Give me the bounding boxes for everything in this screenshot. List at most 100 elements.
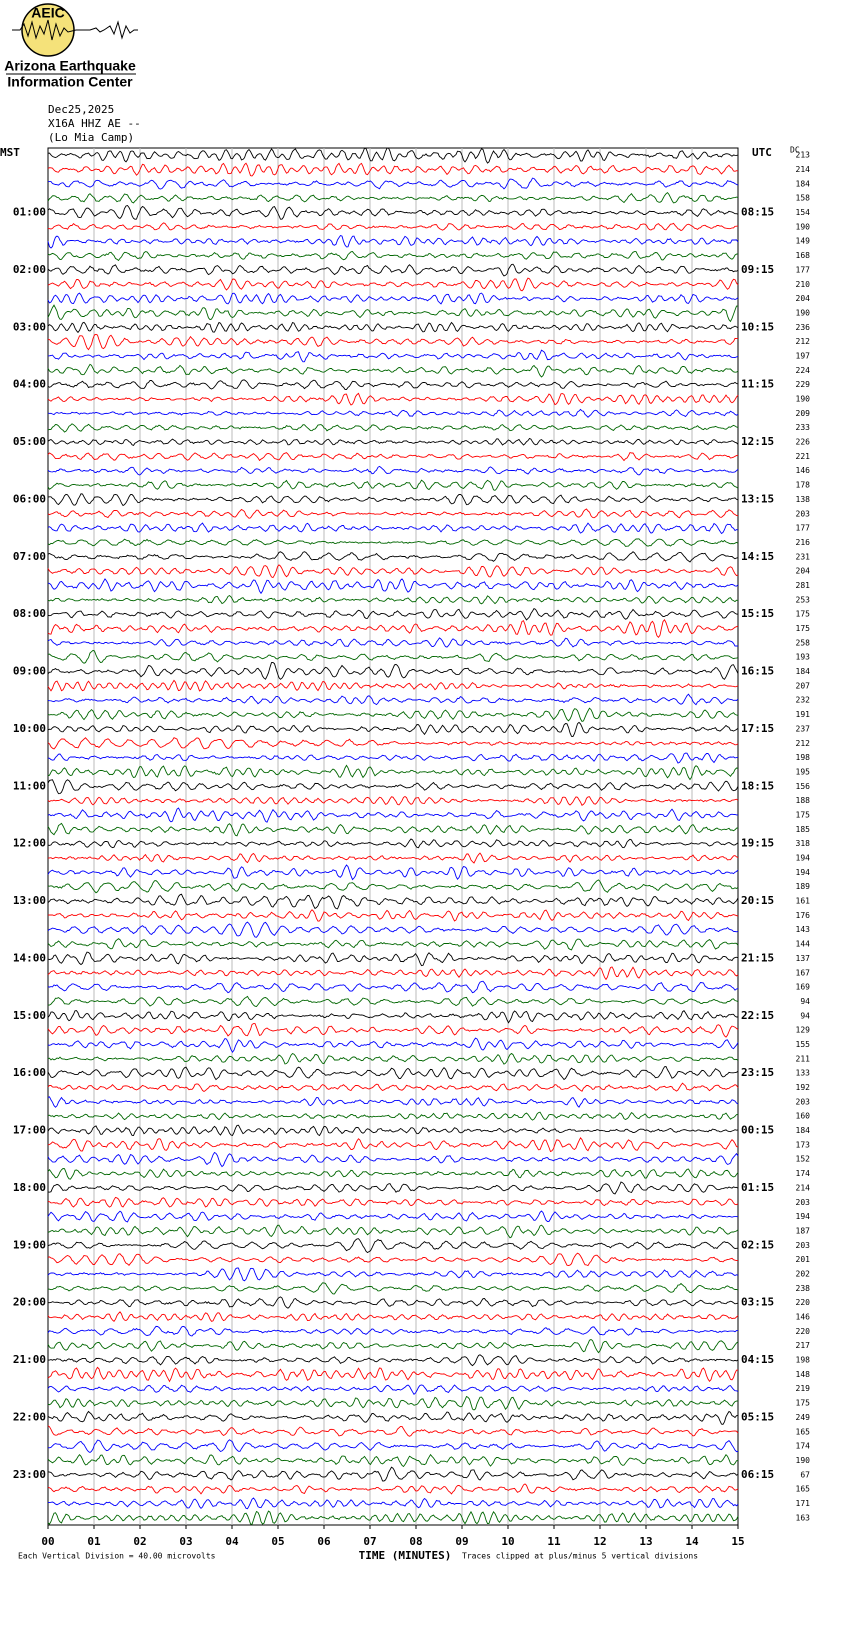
trace	[47, 423, 739, 433]
mst-label: 05:00	[13, 435, 46, 448]
utc-label: 05:15	[741, 1410, 774, 1423]
dc-value: 238	[796, 1284, 811, 1293]
mst-label: 10:00	[13, 722, 46, 735]
dc-value: 163	[796, 1513, 811, 1522]
dc-value: 249	[796, 1413, 811, 1422]
x-tick-label: 05	[271, 1535, 284, 1548]
trace	[47, 1366, 739, 1383]
x-tick-label: 03	[179, 1535, 192, 1548]
right-axis-title: UTC	[752, 146, 772, 159]
trace	[47, 1181, 739, 1195]
mst-label: 18:00	[13, 1181, 46, 1194]
x-axis-title: TIME (MINUTES)	[359, 1549, 452, 1562]
trace	[47, 608, 739, 621]
trace	[47, 1168, 739, 1180]
trace	[47, 363, 739, 378]
trace	[47, 277, 739, 292]
dc-value: 174	[796, 1169, 811, 1178]
dc-value: 169	[796, 983, 811, 992]
mst-label: 16:00	[13, 1066, 46, 1079]
trace	[47, 251, 739, 262]
x-tick-label: 10	[501, 1535, 514, 1548]
dc-value: 158	[796, 194, 811, 203]
utc-label: 13:15	[741, 492, 774, 505]
dc-value: 161	[796, 897, 811, 906]
dc-value: 194	[796, 868, 811, 877]
dc-value: 177	[796, 524, 811, 533]
trace	[47, 1311, 739, 1322]
utc-label: 04:15	[741, 1353, 774, 1366]
org-name: Arizona Earthquake	[4, 58, 136, 74]
trace	[47, 1384, 739, 1395]
trace	[47, 1210, 739, 1223]
trace	[47, 1238, 739, 1254]
dc-value: 168	[796, 251, 811, 260]
trace	[47, 921, 739, 938]
dc-value: 175	[796, 624, 811, 633]
dc-value: 204	[796, 294, 811, 303]
dc-title: DC	[790, 146, 800, 155]
mst-label: 06:00	[13, 492, 46, 505]
dc-value: 152	[796, 1155, 811, 1164]
trace	[47, 1325, 739, 1337]
trace	[47, 392, 739, 406]
x-tick-label: 09	[455, 1535, 468, 1548]
plot-frame	[47, 147, 739, 1526]
dc-value: 154	[796, 208, 811, 217]
dc-value: 178	[796, 481, 811, 490]
trace	[47, 292, 739, 305]
dc-value: 232	[796, 696, 811, 705]
dc-value: 138	[796, 495, 811, 504]
utc-label: 16:15	[741, 665, 774, 678]
trace	[47, 864, 739, 881]
utc-label: 18:15	[741, 779, 774, 792]
dc-value: 187	[796, 1226, 811, 1235]
trace	[47, 538, 739, 547]
utc-label: 19:15	[741, 837, 774, 850]
trace	[47, 162, 739, 177]
trace	[47, 451, 739, 462]
dc-value: 214	[796, 1183, 811, 1192]
dc-value: 188	[796, 796, 811, 805]
trace	[47, 838, 739, 849]
utc-label: 20:15	[741, 894, 774, 907]
dc-value: 224	[796, 366, 811, 375]
dc-value: 193	[796, 653, 811, 662]
dc-value: 204	[796, 567, 811, 576]
dc-value: 214	[796, 165, 811, 174]
dc-value: 212	[796, 739, 811, 748]
trace	[47, 822, 739, 837]
x-tick-label: 15	[731, 1535, 744, 1548]
trace	[47, 1196, 739, 1208]
trace	[47, 637, 739, 648]
trace	[47, 522, 739, 535]
trace	[47, 909, 739, 922]
trace	[47, 191, 739, 204]
trace	[47, 379, 739, 390]
dc-value: 192	[796, 1083, 811, 1092]
trace	[47, 707, 739, 722]
dc-value: 174	[796, 1442, 811, 1451]
scale-note: Each Vertical Division = 40.00 microvolt…	[18, 1552, 216, 1561]
dc-value: 231	[796, 552, 811, 561]
dc-value: 219	[796, 1384, 811, 1393]
trace	[47, 147, 739, 164]
trace	[47, 578, 739, 595]
dc-value: 211	[796, 1054, 811, 1063]
trace	[47, 1510, 739, 1525]
trace	[47, 1082, 739, 1093]
clip-note: Traces clipped at plus/minus 5 vertical …	[462, 1552, 698, 1561]
trace	[47, 234, 739, 249]
mst-label: 15:00	[13, 1009, 46, 1022]
trace	[47, 779, 739, 795]
dc-value: 94	[800, 1011, 810, 1020]
trace	[48, 1354, 739, 1367]
trace	[47, 465, 739, 476]
dc-value: 156	[796, 782, 811, 791]
trace	[47, 493, 739, 507]
utc-label: 03:15	[741, 1296, 774, 1309]
dc-value: 203	[796, 1198, 811, 1207]
dc-value: 175	[796, 610, 811, 619]
utc-label: 06:15	[741, 1468, 774, 1481]
